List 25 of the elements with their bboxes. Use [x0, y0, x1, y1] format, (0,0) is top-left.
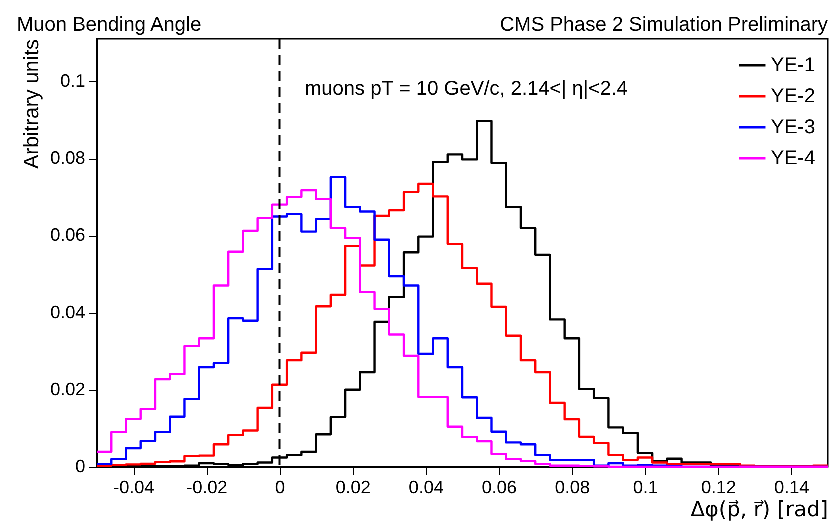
- x-tick-label: 0.02: [336, 478, 371, 498]
- x-tick-label: 0.08: [555, 478, 590, 498]
- y-tick-label: 0.02: [50, 379, 86, 400]
- x-tick-label: 0.04: [408, 478, 444, 498]
- y-axis-title: Arbitrary units: [20, 40, 44, 170]
- x-tick-label: 0: [275, 478, 286, 498]
- y-tick-label: 0.06: [50, 225, 86, 246]
- legend-label: YE-1: [771, 54, 816, 76]
- x-tick-label: -0.02: [186, 478, 228, 498]
- x-tick-label: -0.04: [114, 478, 155, 498]
- legend-label: YE-4: [771, 148, 816, 170]
- y-tick-label: 0: [75, 456, 86, 476]
- x-tick-label: 0.06: [482, 478, 518, 498]
- text: CMS Phase 2 Simulation Preliminary: [500, 14, 828, 36]
- y-tick-label: 0.04: [50, 302, 86, 322]
- y-tick-label: 0.1: [60, 70, 86, 91]
- legend-label: YE-2: [771, 86, 816, 108]
- x-tick-label: 0.12: [701, 478, 736, 498]
- x-tick-label: 0.1: [633, 478, 658, 498]
- legend-label: YE-3: [771, 116, 816, 138]
- annotation: muons pT = 10 GeV/c, 2.14<| η|<2.4: [305, 78, 628, 100]
- x-tick-label: 0.14: [774, 478, 810, 498]
- x-axis-title: Δφ(p⃗, r⃗) [rad]: [690, 498, 828, 522]
- y-tick-label: 0.08: [50, 148, 86, 168]
- chart-title: Muon Bending Angle: [17, 14, 202, 36]
